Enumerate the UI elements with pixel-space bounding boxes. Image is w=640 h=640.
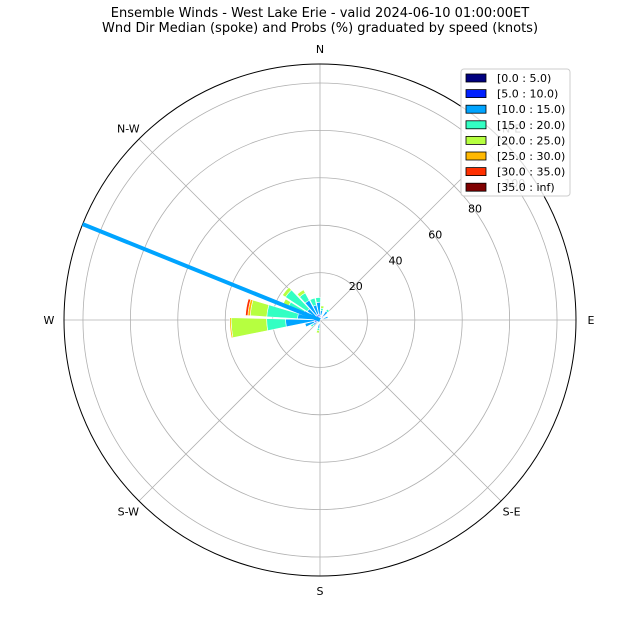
bar-segment xyxy=(230,317,269,339)
outer-ring xyxy=(63,63,577,577)
bar-segment xyxy=(249,299,270,318)
bar-segment xyxy=(304,321,316,328)
bar-segment xyxy=(266,318,287,331)
radial-tick-label: 40 xyxy=(389,254,403,267)
direction-label: S-W xyxy=(118,506,140,519)
legend-swatch xyxy=(465,104,487,114)
legend-label: [5.0 : 10.0) xyxy=(497,88,558,101)
legend-swatch xyxy=(465,120,487,130)
bar-segment xyxy=(315,297,321,303)
legend-swatch xyxy=(465,182,487,192)
bar-segment xyxy=(325,308,330,314)
polar-grid xyxy=(63,63,577,577)
legend-label: [20.0 : 25.0) xyxy=(497,134,565,147)
legend-swatch xyxy=(465,89,487,98)
direction-label: S xyxy=(317,585,324,598)
bar-segment xyxy=(317,323,321,329)
bar-segment xyxy=(296,289,306,298)
grid-spoke xyxy=(138,319,321,502)
radial-tick-label: 20 xyxy=(349,280,363,293)
bar-segment xyxy=(320,305,325,310)
bar-segment xyxy=(319,310,324,316)
legend-label: [35.0 : inf) xyxy=(497,181,555,194)
direction-label: N-W xyxy=(117,122,140,135)
legend-label: [15.0 : 20.0) xyxy=(497,119,565,132)
legend-label: [0.0 : 5.0) xyxy=(497,72,551,85)
legend-label: [25.0 : 30.0) xyxy=(497,150,565,163)
bar-segment xyxy=(229,317,234,339)
radial-tick-label: 80 xyxy=(468,203,482,216)
radial-tick-label: 60 xyxy=(428,229,442,242)
direction-label: W xyxy=(44,314,55,327)
legend: [0.0 : 5.0) [5.0 : 10.0) [10.0 : 15.0) [15.… xyxy=(460,68,571,197)
median-spoke xyxy=(81,222,321,322)
legend-label: [10.0 : 15.0) xyxy=(497,103,565,116)
chart-subtitle: Wnd Dir Median (spoke) and Probs (%) gra… xyxy=(101,21,539,36)
direction-label: E xyxy=(588,314,595,327)
bar-segment xyxy=(309,297,317,307)
bar-segment xyxy=(310,323,315,328)
legend-label: [30.0 : 35.0) xyxy=(497,166,565,179)
chart-title: Ensemble Winds - West Lake Erie - valid … xyxy=(110,6,530,21)
median-spoke-group xyxy=(81,222,321,322)
grid-spoke xyxy=(319,319,502,502)
legend-box xyxy=(460,68,571,197)
legend-swatch xyxy=(465,151,487,161)
bar-segment xyxy=(315,329,320,334)
direction-label: S-E xyxy=(503,506,521,519)
bar-segment xyxy=(322,315,329,320)
bar-segment xyxy=(245,298,252,316)
legend-swatch xyxy=(465,135,487,145)
direction-label: N xyxy=(316,43,324,56)
legend-swatch xyxy=(465,73,487,83)
legend-swatch xyxy=(465,167,487,177)
bar-segment xyxy=(282,286,292,298)
